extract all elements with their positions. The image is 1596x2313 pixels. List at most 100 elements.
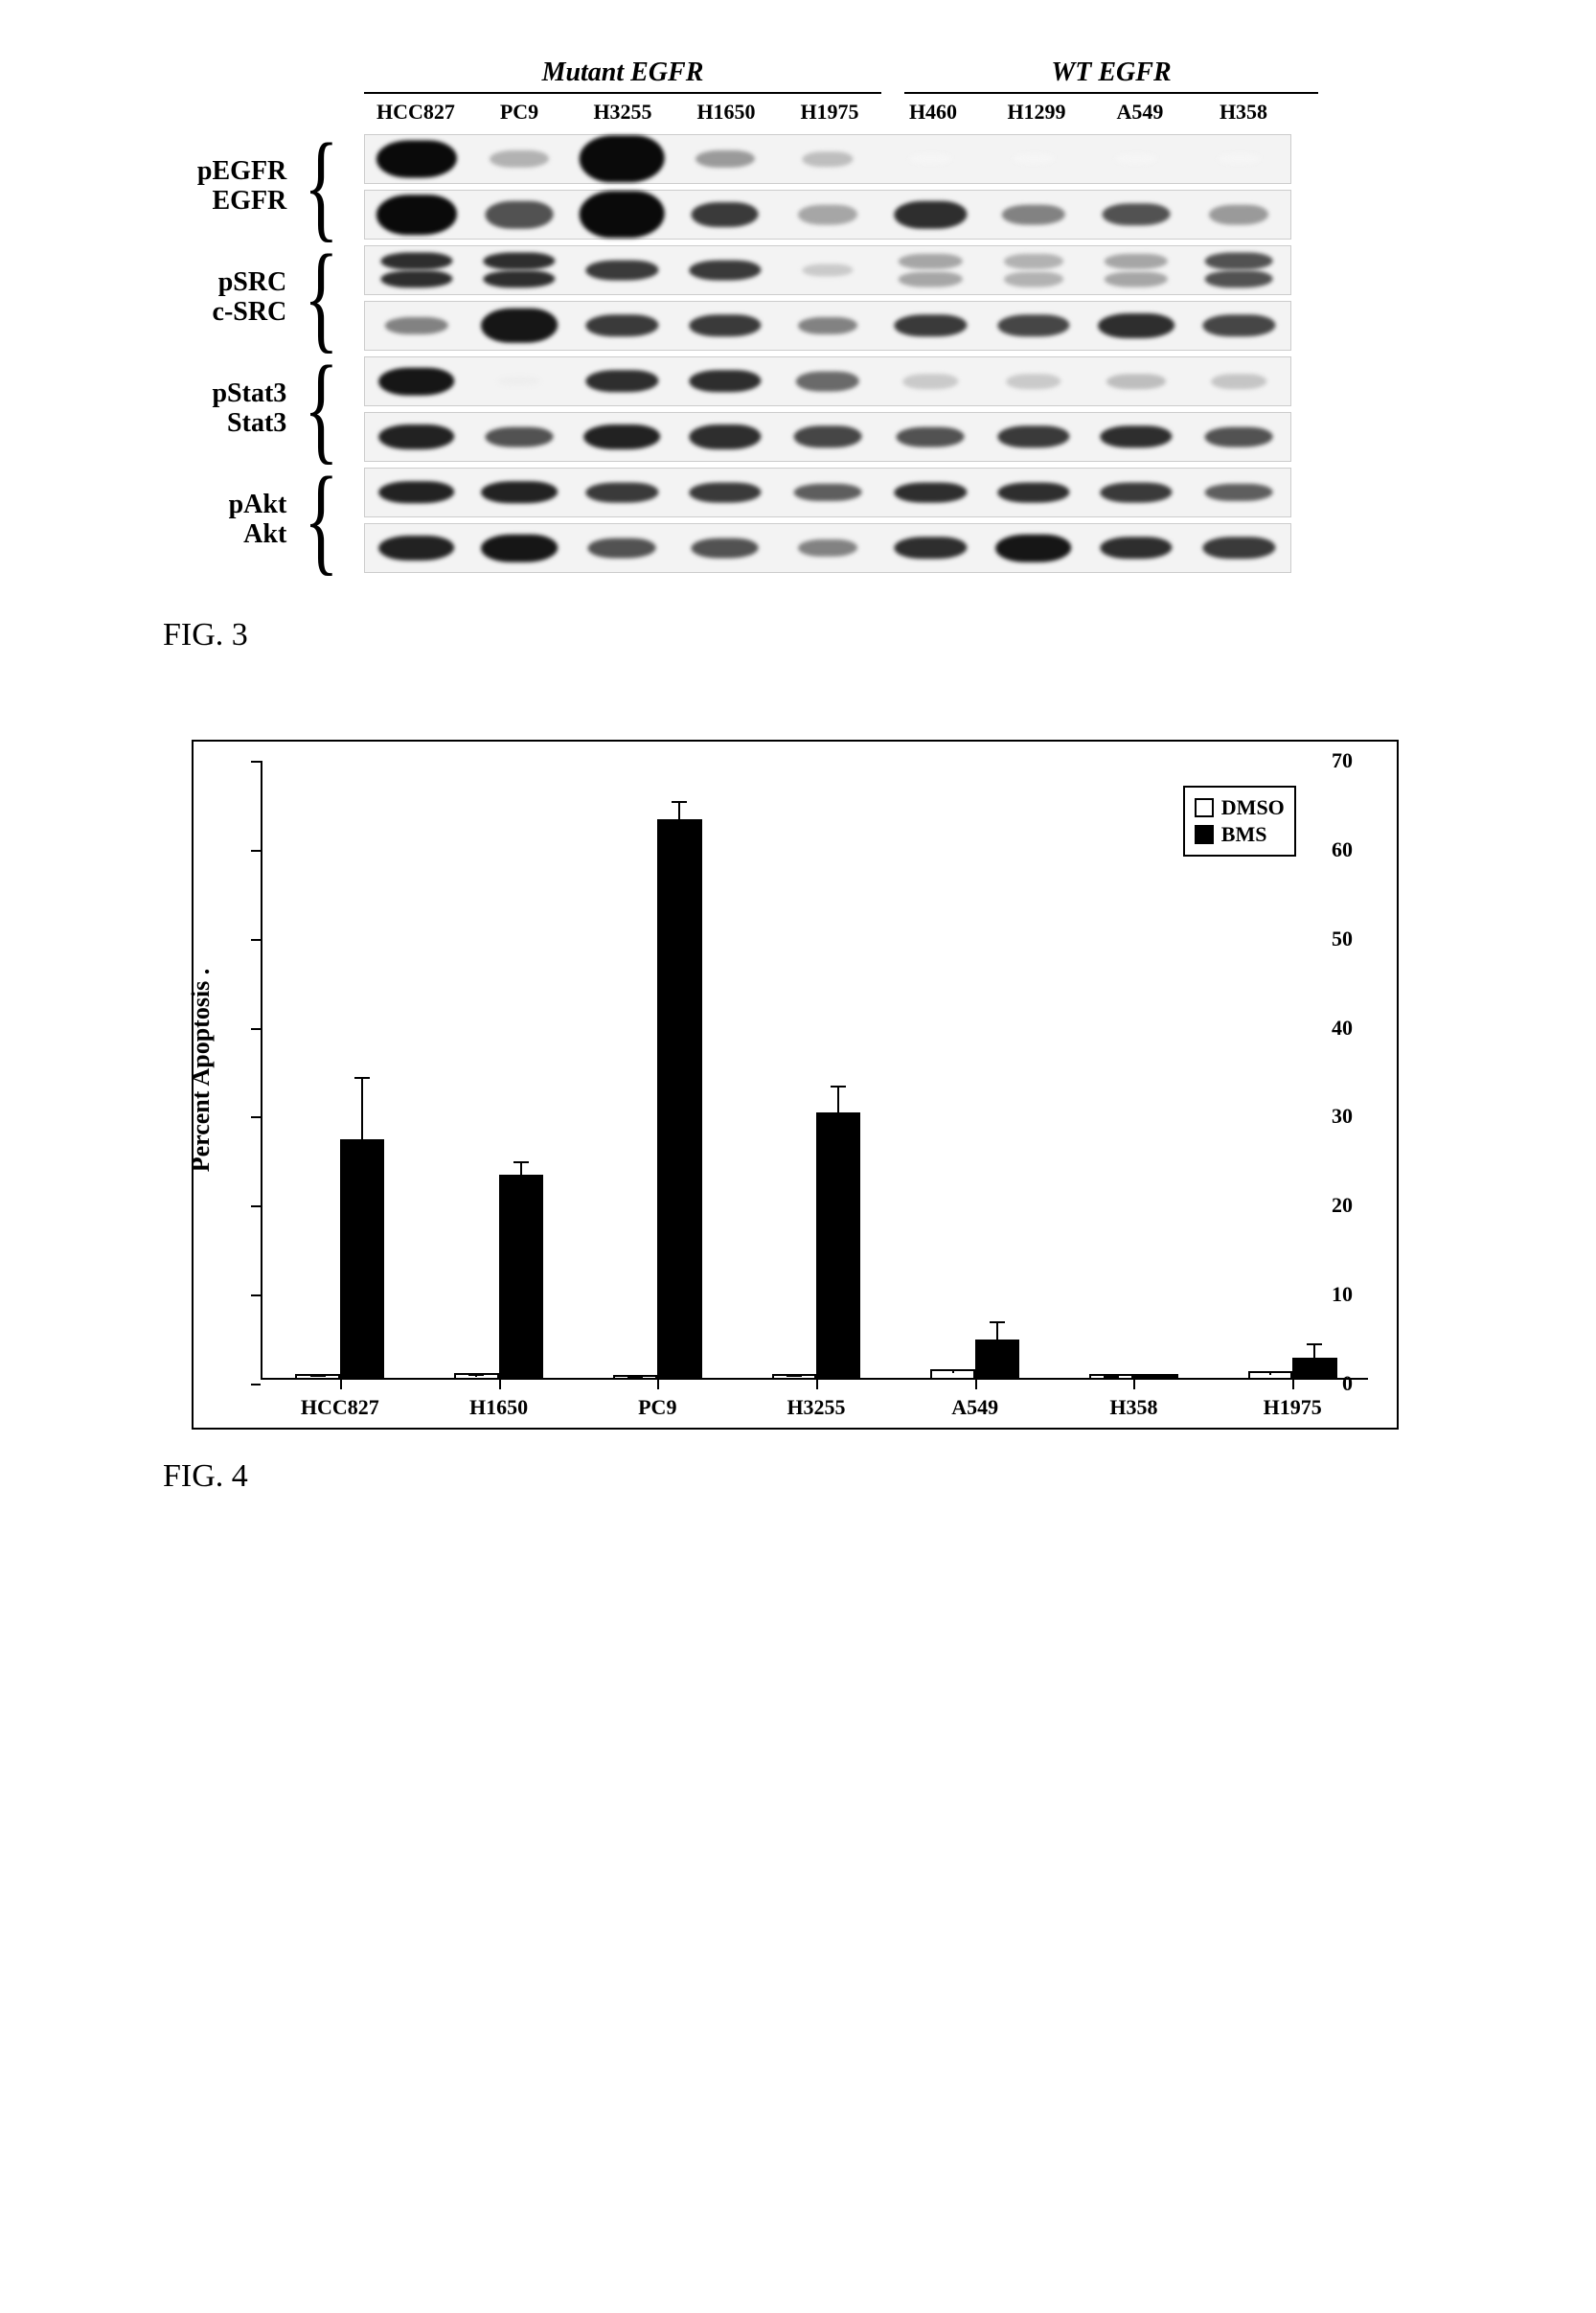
wb-band (689, 424, 761, 449)
wb-lane-cell (571, 302, 673, 350)
wb-band (380, 253, 452, 270)
wb-lane-cell (571, 469, 673, 516)
bar (975, 1340, 1019, 1380)
brace-icon: { (304, 249, 338, 346)
wb-lane-cell (1084, 469, 1187, 516)
wb-band (1205, 270, 1273, 287)
wb-lane-cell (365, 413, 467, 461)
wb-lane-cell (776, 469, 878, 516)
x-tick (340, 1380, 342, 1389)
x-tick-label: HCC827 (301, 1395, 379, 1420)
wb-band (802, 264, 853, 277)
x-tick-label: H1650 (469, 1395, 528, 1420)
y-tick (251, 1384, 261, 1386)
error-bar (996, 1321, 998, 1343)
wb-band (1105, 254, 1168, 269)
error-cap (1263, 1371, 1278, 1373)
error-cap (672, 801, 687, 803)
y-tick (251, 850, 261, 852)
wb-lane-cell (571, 191, 673, 239)
wb-band (895, 201, 967, 229)
wb-row (364, 412, 1291, 462)
wb-row (364, 523, 1291, 573)
wb-lane-cell (776, 246, 878, 294)
wb-lane-cell (673, 302, 776, 350)
wb-band (481, 481, 558, 503)
y-tick (251, 939, 261, 941)
wb-band (1105, 272, 1168, 287)
wb-row (364, 356, 1291, 406)
wb-label-group: pSRCc-SRC { (115, 245, 364, 351)
wb-band (997, 483, 1069, 503)
wb-band (376, 141, 457, 178)
error-cap (1104, 1376, 1119, 1378)
error-cap (354, 1077, 370, 1079)
y-axis-line (261, 761, 262, 1380)
wb-lane-cell (879, 524, 982, 572)
wb-lane-cell (673, 469, 776, 516)
wb-lane-cell (365, 246, 467, 294)
wb-lane-cell (879, 302, 982, 350)
wb-band (689, 370, 761, 392)
y-tick-label: 20 (1332, 1193, 1353, 1218)
wb-lane-cell (776, 135, 878, 183)
wb-lane-cell (776, 302, 878, 350)
wb-band (378, 481, 455, 503)
wb-band (1100, 537, 1172, 559)
wb-rows (364, 134, 1291, 579)
wb-row (364, 190, 1291, 240)
wb-lane-cell (571, 524, 673, 572)
wb-lane-header: H3255 (571, 100, 674, 125)
wb-band (1001, 205, 1064, 225)
bar (499, 1175, 543, 1380)
legend-swatch (1195, 825, 1214, 844)
wb-lane-cell (1188, 135, 1290, 183)
wb-body: pEGFREGFR{pSRCc-SRC{pStat3Stat3{pAktAkt{ (115, 134, 1558, 579)
wb-lane-cell (1084, 413, 1187, 461)
wb-lane-cell (1188, 469, 1290, 516)
wb-lane-cell (982, 246, 1084, 294)
x-tick (1292, 1380, 1294, 1389)
wb-lane-cell (467, 246, 570, 294)
wb-band (1203, 537, 1275, 559)
wb-lane-cell (1188, 191, 1290, 239)
wb-label-text: pEGFREGFR (197, 157, 286, 217)
wb-band (583, 424, 660, 449)
wb-band (483, 253, 555, 270)
wb-label-text: pSRCc-SRC (213, 268, 287, 328)
bar (816, 1112, 860, 1380)
wb-band (794, 484, 862, 501)
wb-band (695, 150, 755, 168)
wb-lane-headers: HCC827PC9H3255H1650H1975H460H1299A549H35… (364, 100, 1558, 125)
error-cap (1149, 1374, 1164, 1376)
error-bar (520, 1161, 522, 1179)
chart-frame: Percent Apoptosis . 010203040506070HCC82… (192, 740, 1399, 1430)
wb-lane-cell (879, 357, 982, 405)
wb-lane-cell (1084, 246, 1187, 294)
error-cap (627, 1377, 643, 1379)
y-tick-label: 10 (1332, 1282, 1353, 1307)
wb-band (481, 309, 558, 343)
wb-lane-cell (365, 524, 467, 572)
y-tick (251, 1205, 261, 1207)
wb-lane-cell (1188, 524, 1290, 572)
wb-lane-cell (1084, 191, 1187, 239)
wb-lane-cell (1084, 524, 1187, 572)
wb-lane-cell (982, 302, 1084, 350)
x-tick-label: PC9 (638, 1395, 676, 1420)
wb-lane-cell (879, 191, 982, 239)
wb-band (1012, 154, 1054, 164)
wb-row (364, 134, 1291, 184)
wb-lane-cell (982, 357, 1084, 405)
wb-band (689, 483, 761, 503)
wb-label-group: pEGFREGFR{ (115, 134, 364, 240)
wb-lane-cell (571, 413, 673, 461)
legend-swatch (1195, 798, 1214, 817)
y-tick-label: 50 (1332, 927, 1353, 951)
error-cap (946, 1369, 961, 1371)
brace-icon: { (304, 471, 338, 568)
wb-band (1205, 484, 1273, 501)
wb-band (490, 150, 549, 168)
x-tick-label: H3255 (787, 1395, 845, 1420)
error-bar (1313, 1343, 1315, 1362)
